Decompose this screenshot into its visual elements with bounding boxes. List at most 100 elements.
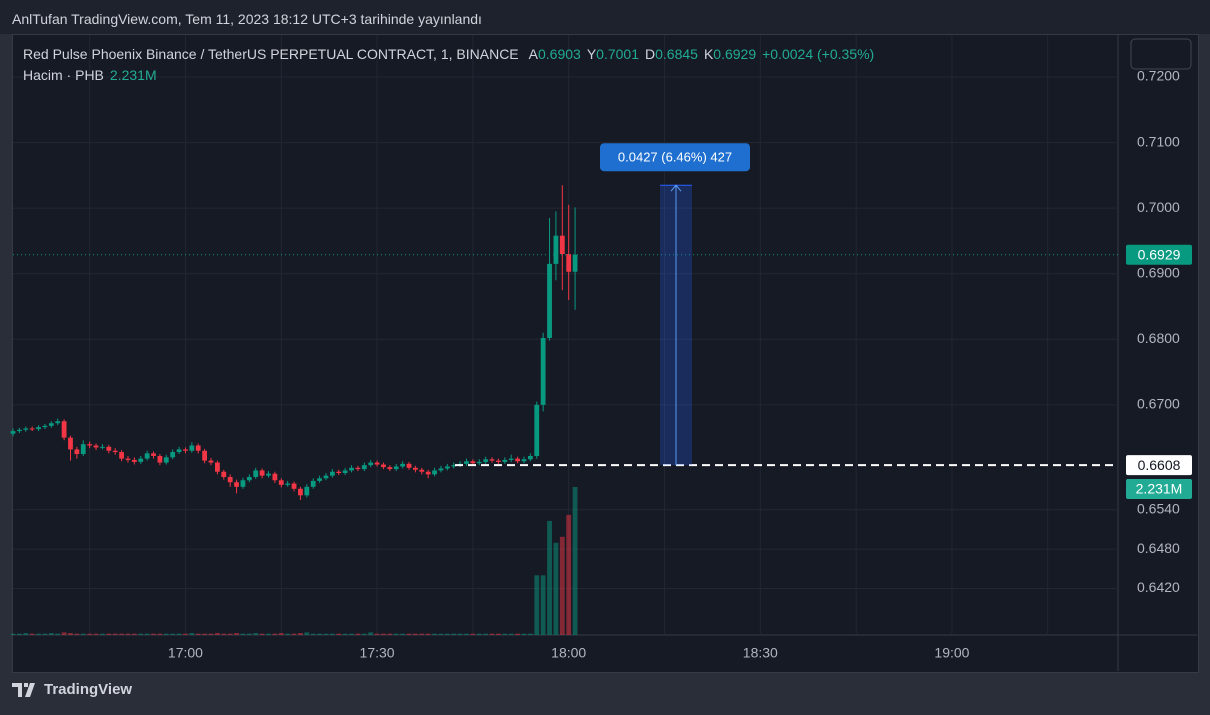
volume-bar — [240, 633, 246, 635]
volume-bar — [151, 633, 156, 635]
volume-bar — [534, 575, 540, 635]
volume-bar — [540, 575, 546, 635]
candle-body — [227, 476, 233, 483]
volume-bar — [521, 633, 527, 635]
volume-bar — [16, 633, 22, 635]
volume-bar — [502, 633, 508, 635]
candle-body — [10, 431, 16, 434]
candle-body — [547, 263, 552, 338]
candle-body — [138, 458, 144, 462]
candle-body — [68, 437, 73, 450]
legend: Red Pulse Phoenix Binance / TetherUS PER… — [23, 44, 874, 86]
volume-bar — [553, 542, 559, 635]
candle-body — [572, 254, 578, 272]
ohlc-value: 0.7001 — [596, 46, 639, 62]
volume-bar — [202, 633, 208, 635]
candle-body — [80, 444, 86, 455]
volume-bar — [457, 633, 463, 635]
volume-bar — [298, 633, 303, 635]
candle-body — [106, 446, 112, 451]
volume-bar — [106, 633, 112, 635]
candle-body — [253, 470, 259, 477]
y-tick-label: 0.6480 — [1137, 540, 1180, 556]
volume-bar — [189, 633, 195, 635]
candle-body — [259, 470, 265, 476]
candle-body — [489, 459, 495, 461]
volume-value: 2.231M — [109, 67, 157, 83]
y-tick-label: 0.6420 — [1137, 579, 1180, 595]
volume-bar — [547, 520, 552, 635]
volume-bar — [208, 633, 214, 635]
candle-body — [266, 473, 271, 476]
candle-body — [131, 459, 137, 462]
last-price-label: 0.6929 — [1138, 246, 1181, 262]
candle-body — [387, 467, 393, 470]
volume-bar — [527, 633, 533, 635]
measure-label: 0.0427 (6.46%) 427 — [618, 150, 732, 165]
volume-bar — [112, 633, 118, 635]
volume-bar — [470, 633, 476, 635]
toolbar-box[interactable] — [1130, 38, 1192, 70]
candle-body — [170, 452, 176, 458]
x-tick-label: 18:00 — [551, 645, 586, 661]
volume-bar — [272, 633, 278, 635]
candle-body — [553, 235, 559, 264]
candle-body — [470, 461, 476, 464]
volume-bar — [425, 633, 431, 635]
candle-body — [349, 467, 354, 471]
volume-bar — [342, 633, 348, 635]
volume-bar — [361, 633, 367, 635]
logo — [12, 682, 35, 697]
ohlc-letter: A — [528, 46, 538, 62]
volume-bar — [170, 633, 176, 635]
candle-body — [534, 404, 540, 456]
candle-body — [100, 446, 105, 448]
candle-body — [298, 488, 303, 496]
candle-body — [93, 445, 99, 448]
brand: TradingView — [44, 681, 133, 698]
y-tick-label: 0.7200 — [1137, 68, 1180, 84]
y-tick-label: 0.6900 — [1137, 264, 1180, 280]
candle-body — [195, 445, 201, 451]
volume-bar — [55, 633, 61, 635]
candle-body — [329, 471, 335, 476]
candle-body — [29, 428, 35, 430]
volume-bar — [349, 633, 354, 635]
candle-body — [559, 235, 565, 255]
volume-label-box — [1126, 479, 1192, 499]
volume-bar — [336, 633, 342, 635]
candle-body — [515, 458, 520, 462]
candle-body — [400, 463, 406, 467]
volume-bar — [227, 633, 233, 635]
candle-body — [508, 458, 514, 460]
volume-bar — [36, 633, 41, 635]
legend-row: Red Pulse Phoenix Binance / TetherUS PER… — [23, 44, 874, 65]
x-tick-label: 17:00 — [168, 645, 203, 661]
candle-body — [36, 427, 41, 430]
candle-body — [221, 471, 227, 477]
ohlc-letter: D — [644, 46, 656, 62]
volume-bar — [74, 633, 80, 635]
volume-bar — [285, 633, 291, 635]
volume-bar — [253, 633, 259, 635]
candle-body — [176, 449, 182, 453]
volume-bar — [278, 633, 284, 635]
volume-bar — [61, 632, 67, 635]
volume-bar — [68, 633, 73, 635]
candle-body — [246, 476, 252, 481]
volume-bar — [163, 633, 169, 635]
candle-body — [240, 480, 246, 487]
candle-body — [566, 254, 572, 272]
change: +0.0024 (+0.35%) — [762, 46, 875, 62]
volume-bar — [195, 633, 201, 635]
candle-body — [202, 450, 208, 461]
volume-bar — [29, 633, 35, 635]
volume-bar — [214, 633, 220, 635]
volume-bar — [400, 633, 406, 635]
volume-bar — [381, 633, 386, 635]
candle-body — [444, 466, 450, 469]
volume-bar — [42, 633, 48, 635]
volume-bar — [304, 632, 310, 635]
x-tick-label: 17:30 — [360, 645, 395, 661]
